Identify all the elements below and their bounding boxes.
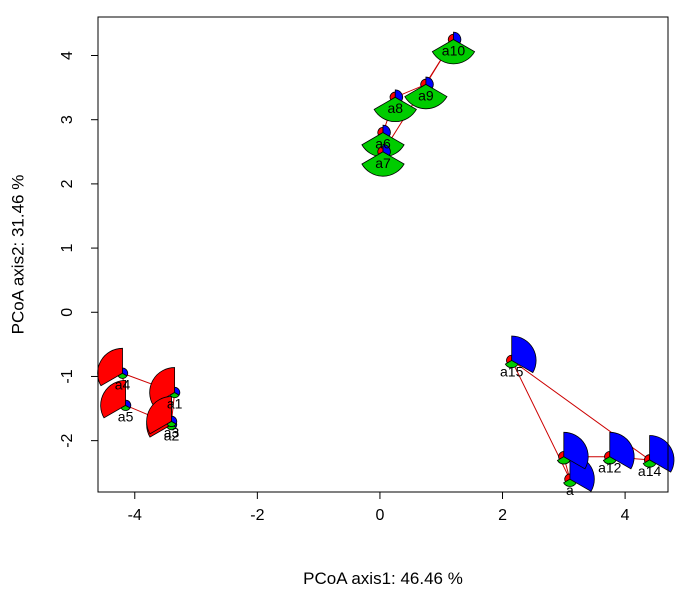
point-label: a8 <box>387 100 403 116</box>
y-tick-label: -1 <box>59 369 76 383</box>
x-axis-title: PCoA axis1: 46.46 % <box>303 569 463 588</box>
y-axis-title: PCoA axis2: 31.46 % <box>8 175 27 335</box>
pie-wedge <box>382 144 391 157</box>
y-tick-label: 0 <box>59 308 76 317</box>
pie-wedge <box>563 431 589 470</box>
y-tick-label: 3 <box>59 115 76 124</box>
pie-point <box>100 380 132 419</box>
point-label: a3 <box>164 424 180 440</box>
point-label: a6 <box>375 136 391 152</box>
pie-wedge <box>425 76 434 89</box>
x-tick-label: 4 <box>621 507 630 524</box>
point-label: a12 <box>598 460 622 476</box>
point-label: a9 <box>418 87 434 103</box>
pie-wedge <box>382 124 391 137</box>
pie-wedge <box>149 367 176 406</box>
pie-wedge <box>361 151 405 177</box>
pie-point <box>556 431 589 470</box>
pie-wedge <box>404 83 448 110</box>
pie-point <box>149 367 181 406</box>
pie-wedge <box>453 31 462 44</box>
pie-point <box>97 347 129 387</box>
x-tick-label: -4 <box>128 507 142 524</box>
pie-point <box>361 144 405 177</box>
y-tick-label: 4 <box>59 51 76 60</box>
pie-point <box>373 89 417 122</box>
pie-wedge <box>171 415 178 425</box>
pie-point <box>431 31 476 65</box>
y-tick-label: 1 <box>59 244 76 253</box>
point-label: a5 <box>118 408 134 424</box>
pie-wedge <box>100 380 126 419</box>
point-label: a15 <box>500 363 524 379</box>
point-label: a4 <box>115 376 131 392</box>
x-tick-label: 2 <box>498 507 507 524</box>
point-label: a1 <box>167 396 183 412</box>
x-tick-label: -2 <box>250 507 264 524</box>
pie-wedge <box>609 431 635 470</box>
pie-wedge <box>125 399 132 409</box>
point-label: a2 <box>164 428 180 444</box>
pie-wedge <box>431 39 476 65</box>
point-label: a <box>566 482 574 498</box>
pie-point <box>602 431 635 470</box>
point-label: a7 <box>375 155 391 171</box>
point-label: a10 <box>442 42 466 58</box>
y-axis: -2 -1 0 1 2 3 4 <box>59 51 98 448</box>
pie-wedge <box>122 367 129 377</box>
y-tick-label: 2 <box>59 179 76 188</box>
x-axis: -4 -2 0 2 4 <box>128 492 630 524</box>
point-label: a14 <box>638 463 662 479</box>
pie-point <box>404 76 448 110</box>
pie-wedge <box>146 396 172 435</box>
pie-point <box>504 335 537 374</box>
pie-wedge <box>97 347 123 387</box>
plot-frame <box>97 16 669 493</box>
x-tick-label: 0 <box>375 507 384 524</box>
pie-wedge <box>174 386 181 396</box>
pie-wedge <box>373 96 417 122</box>
pie-wedge <box>511 335 537 374</box>
pie-wedge <box>394 89 403 102</box>
y-tick-label: -2 <box>59 433 76 447</box>
points-layer <box>97 31 675 492</box>
pie-point <box>146 396 178 435</box>
